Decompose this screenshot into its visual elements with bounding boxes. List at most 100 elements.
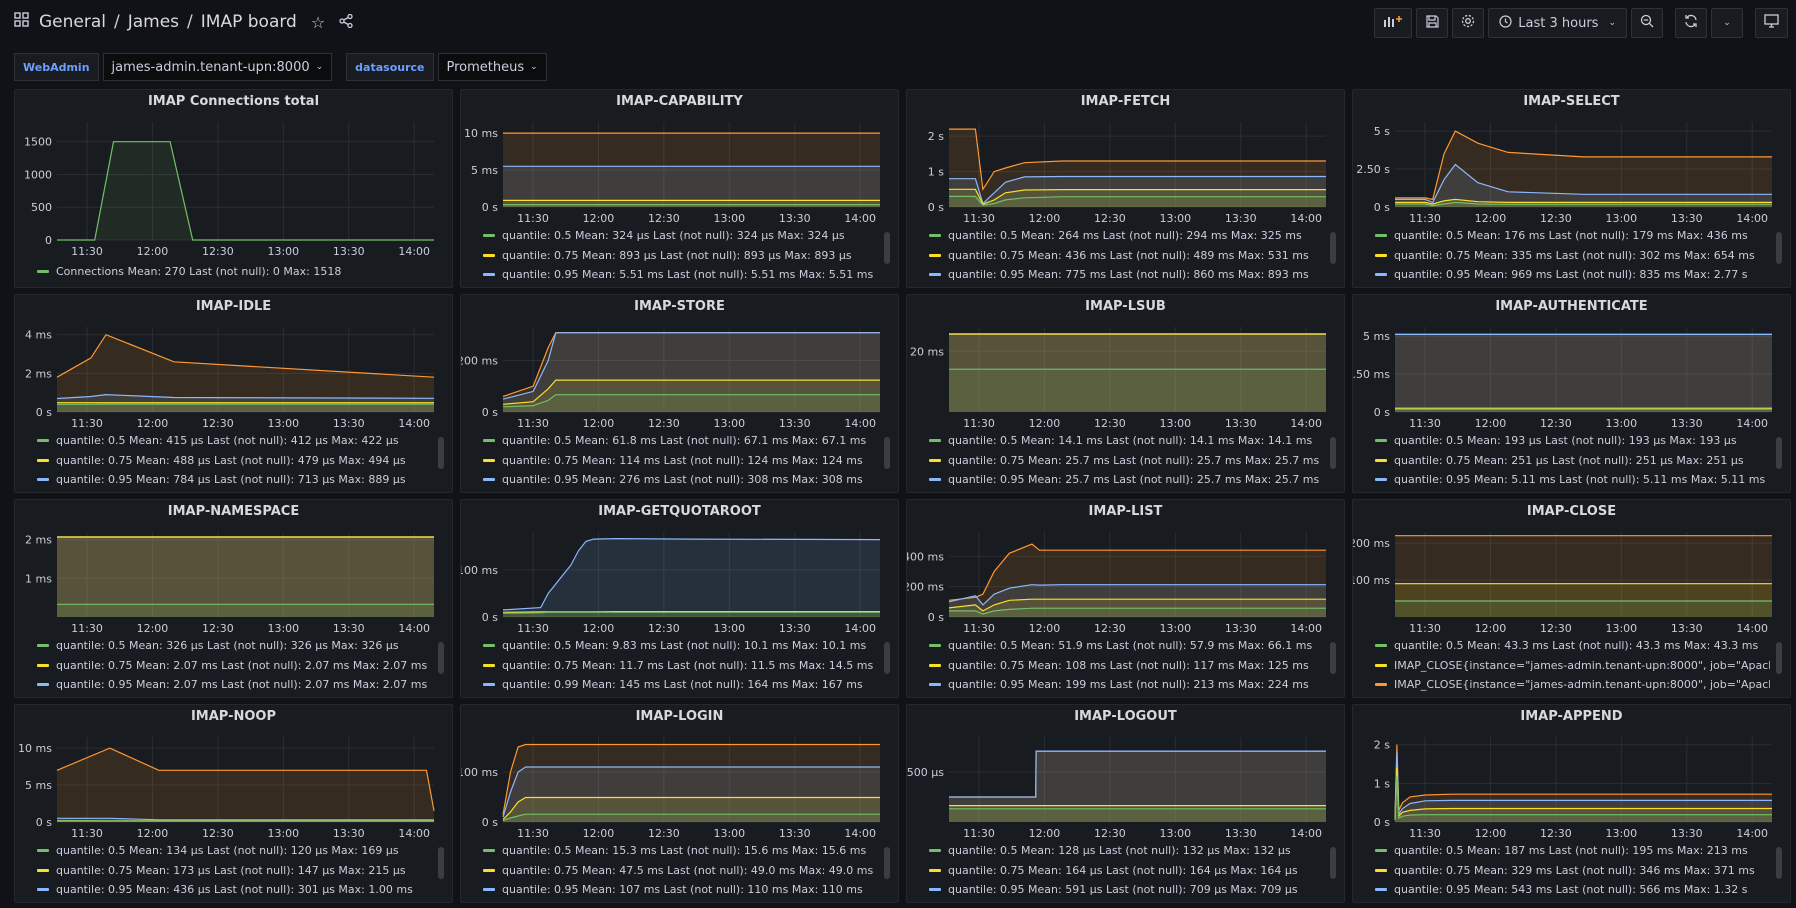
panel-chart[interactable]: 500 µs 11:30 12:00 12:30 13:00 13:30 14:00	[907, 705, 1345, 903]
legend-item[interactable]: quantile: 0.5 Mean: 14.1 ms Last (not nu…	[929, 431, 1324, 451]
panel-title[interactable]: IMAP-SELECT	[1523, 94, 1620, 109]
series-line[interactable]	[1394, 752, 1772, 819]
legend-scrollbar[interactable]	[1776, 437, 1782, 469]
variable-select-webadmin[interactable]: james-admin.tenant-upn:8000 ⌄	[102, 53, 333, 81]
panel[interactable]: IMAP-LIST 0 s 200 ms 400 ms 11:30 12:00 12:30 1…	[906, 499, 1345, 698]
panel-title[interactable]: IMAP-LIST	[1088, 504, 1163, 519]
series-line[interactable]	[502, 611, 880, 614]
zoom-out-button[interactable]	[1631, 8, 1663, 38]
panel[interactable]: IMAP-AUTHENTICATE 0 s 2.50 ms 5 ms 11:30 12:0…	[1352, 294, 1791, 493]
legend-scrollbar[interactable]	[1330, 437, 1336, 469]
series-line[interactable]	[1395, 130, 1772, 201]
panel[interactable]: IMAP-CAPABILITY 0 s 5 ms 10 ms 11:30 12:00 12:…	[460, 89, 899, 288]
panel-chart[interactable]: 0 s 2.50 s 5 s 11:30 12:00 12:30 13:00 13:30 14:…	[1353, 90, 1791, 288]
panel-title[interactable]: IMAP-GETQUOTAROOT	[598, 504, 761, 519]
panel-title[interactable]: IMAP-FETCH	[1080, 94, 1171, 109]
panel[interactable]: IMAP-GETQUOTAROOT 0 s 100 ms 11:30 12:00 12:3…	[460, 499, 899, 698]
panel-chart[interactable]: 20 ms 11:30 12:00 12:30 13:00 13:30 14:00	[907, 295, 1345, 493]
legend-item[interactable]: quantile: 0.95 Mean: 199 ms Last (not nu…	[929, 675, 1324, 695]
legend-scrollbar[interactable]	[438, 847, 444, 879]
panel-chart[interactable]: 0 s 2 ms 4 ms 11:30 12:00 12:30 13:00 13:30 14:0…	[15, 295, 453, 493]
panel[interactable]: IMAP-IDLE 0 s 2 ms 4 ms 11:30 12:00 12:30 13:00…	[14, 294, 453, 493]
legend-scrollbar[interactable]	[1330, 642, 1336, 674]
panel-title[interactable]: IMAP-NOOP	[190, 709, 277, 724]
series-line[interactable]	[502, 743, 880, 815]
series-line[interactable]	[56, 393, 435, 400]
legend-item[interactable]: quantile: 0.95 Mean: 436 µs Last (not nu…	[37, 880, 432, 900]
legend-scrollbar[interactable]	[884, 642, 890, 674]
series-line[interactable]	[949, 750, 1326, 798]
legend-scrollbar[interactable]	[1776, 642, 1782, 674]
panel-chart[interactable]: 0 s 100 ms 11:30 12:00 12:30 13:00 13:30 14:00	[461, 500, 899, 698]
legend-item[interactable]: quantile: 0.95 Mean: 543 ms Last (not nu…	[1375, 880, 1770, 900]
refresh-interval-button[interactable]: ⌄	[1711, 8, 1743, 38]
panel[interactable]: IMAP-NOOP 0 s 5 ms 10 ms 11:30 12:00 12:30 13:0…	[14, 704, 453, 903]
series-line[interactable]	[1395, 163, 1772, 204]
series-line[interactable]	[1395, 198, 1772, 205]
legend-scrollbar[interactable]	[884, 437, 890, 469]
series-line[interactable]	[949, 175, 1326, 205]
time-picker-button[interactable]: Last 3 hours ⌄	[1488, 8, 1627, 38]
legend-item[interactable]: quantile: 0.75 Mean: 114 ms Last (not nu…	[483, 451, 878, 471]
series-line[interactable]	[502, 332, 880, 400]
legend-item[interactable]: IMAP_CLOSE{instance="james-admin.tenant-…	[1375, 675, 1770, 695]
panel-title[interactable]: IMAP-IDLE	[195, 299, 272, 314]
panel-title[interactable]: IMAP-CAPABILITY	[616, 94, 743, 109]
panel-title[interactable]: IMAP-AUTHENTICATE	[1495, 299, 1648, 314]
series-line[interactable]	[948, 543, 1326, 601]
legend-item[interactable]: quantile: 0.95 Mean: 276 ms Last (not nu…	[483, 470, 878, 490]
legend-scrollbar[interactable]	[884, 232, 890, 264]
legend-item[interactable]: quantile: 0.5 Mean: 15.3 ms Last (not nu…	[483, 841, 878, 861]
legend-item[interactable]: quantile: 0.95 Mean: 25.7 ms Last (not n…	[929, 470, 1324, 490]
variable-select-datasource[interactable]: Prometheus ⌄	[437, 53, 547, 81]
legend-item[interactable]: quantile: 0.75 Mean: 329 ms Last (not nu…	[1375, 861, 1770, 881]
legend-item[interactable]: quantile: 0.75 Mean: 251 µs Last (not nu…	[1375, 451, 1770, 471]
dashboard-title[interactable]: IMAP board	[200, 12, 297, 32]
legend-scrollbar[interactable]	[1776, 232, 1782, 264]
legend-item[interactable]: quantile: 0.95 Mean: 969 ms Last (not nu…	[1375, 265, 1770, 285]
series-line[interactable]	[502, 537, 881, 611]
panel-chart[interactable]: 0 s 5 ms 10 ms 11:30 12:00 12:30 13:00 13:30 14:…	[461, 90, 899, 288]
panel[interactable]: IMAP-NAMESPACE 1 ms 2 ms 11:30 12:00 12:30 13:…	[14, 499, 453, 698]
panel-chart[interactable]: 0 s 100 ms 11:30 12:00 12:30 13:00 13:30 14:00	[461, 705, 899, 903]
panel-title[interactable]: IMAP-NAMESPACE	[167, 504, 300, 519]
save-dashboard-button[interactable]	[1416, 8, 1449, 38]
legend-item[interactable]: quantile: 0.75 Mean: 173 µs Last (not nu…	[37, 861, 432, 881]
series-line[interactable]	[56, 747, 435, 812]
panel-chart[interactable]: 0 500 1000 1500 11:30 12:00 12:30 13:00 13:30 14:…	[15, 90, 453, 288]
legend-item[interactable]: quantile: 0.5 Mean: 128 µs Last (not nul…	[929, 841, 1324, 861]
tv-mode-button[interactable]	[1755, 8, 1788, 38]
legend-item[interactable]: Connections Mean: 270 Last (not null): 0…	[37, 262, 432, 282]
legend-item[interactable]: quantile: 0.75 Mean: 11.7 ms Last (not n…	[483, 656, 878, 676]
legend-item[interactable]: quantile: 0.5 Mean: 326 µs Last (not nul…	[37, 636, 432, 656]
legend-scrollbar[interactable]	[438, 437, 444, 469]
series-line[interactable]	[56, 333, 435, 378]
panel-chart[interactable]: 0 s 5 ms 10 ms 11:30 12:00 12:30 13:00 13:30 14:…	[15, 705, 453, 903]
panel-title[interactable]: IMAP-APPEND	[1520, 709, 1623, 724]
panel-chart[interactable]: 0 s 200 ms 11:30 12:00 12:30 13:00 13:30 14:00	[461, 295, 899, 493]
series-line[interactable]	[948, 584, 1326, 606]
star-icon[interactable]: ☆	[310, 12, 326, 32]
series-line[interactable]	[57, 817, 434, 821]
series-line[interactable]	[949, 128, 1326, 192]
series-line[interactable]	[949, 195, 1326, 206]
panel[interactable]: IMAP-CLOSE 100 ms 200 ms 11:30 12:00 12:30 13:…	[1352, 499, 1791, 698]
panel-chart[interactable]: 0 s 2.50 ms 5 ms 11:30 12:00 12:30 13:00 13:30 1…	[1353, 295, 1791, 493]
legend-scrollbar[interactable]	[1776, 847, 1782, 879]
legend-item[interactable]: quantile: 0.5 Mean: 264 ms Last (not nul…	[929, 226, 1324, 246]
settings-button[interactable]	[1452, 8, 1485, 38]
series-line[interactable]	[502, 813, 880, 822]
dashboards-grid-icon[interactable]	[14, 12, 29, 32]
panel-title[interactable]: IMAP-CLOSE	[1526, 504, 1617, 519]
panel[interactable]: IMAP Connections total 0 500 1000 1500 11:30 1…	[14, 89, 453, 288]
breadcrumb-root[interactable]: General	[39, 12, 106, 32]
legend-item[interactable]: quantile: 0.75 Mean: 164 µs Last (not nu…	[929, 861, 1324, 881]
add-panel-button[interactable]	[1374, 8, 1413, 38]
legend-item[interactable]: quantile: 0.5 Mean: 176 ms Last (not nul…	[1375, 226, 1770, 246]
panel-title[interactable]: IMAP-LOGIN	[635, 709, 724, 724]
legend-item[interactable]: quantile: 0.75 Mean: 335 ms Last (not nu…	[1375, 246, 1770, 266]
legend-item[interactable]: quantile: 0.5 Mean: 134 µs Last (not nul…	[37, 841, 432, 861]
series-line[interactable]	[57, 141, 434, 241]
series-line[interactable]	[948, 598, 1326, 612]
series-line[interactable]	[502, 796, 880, 820]
